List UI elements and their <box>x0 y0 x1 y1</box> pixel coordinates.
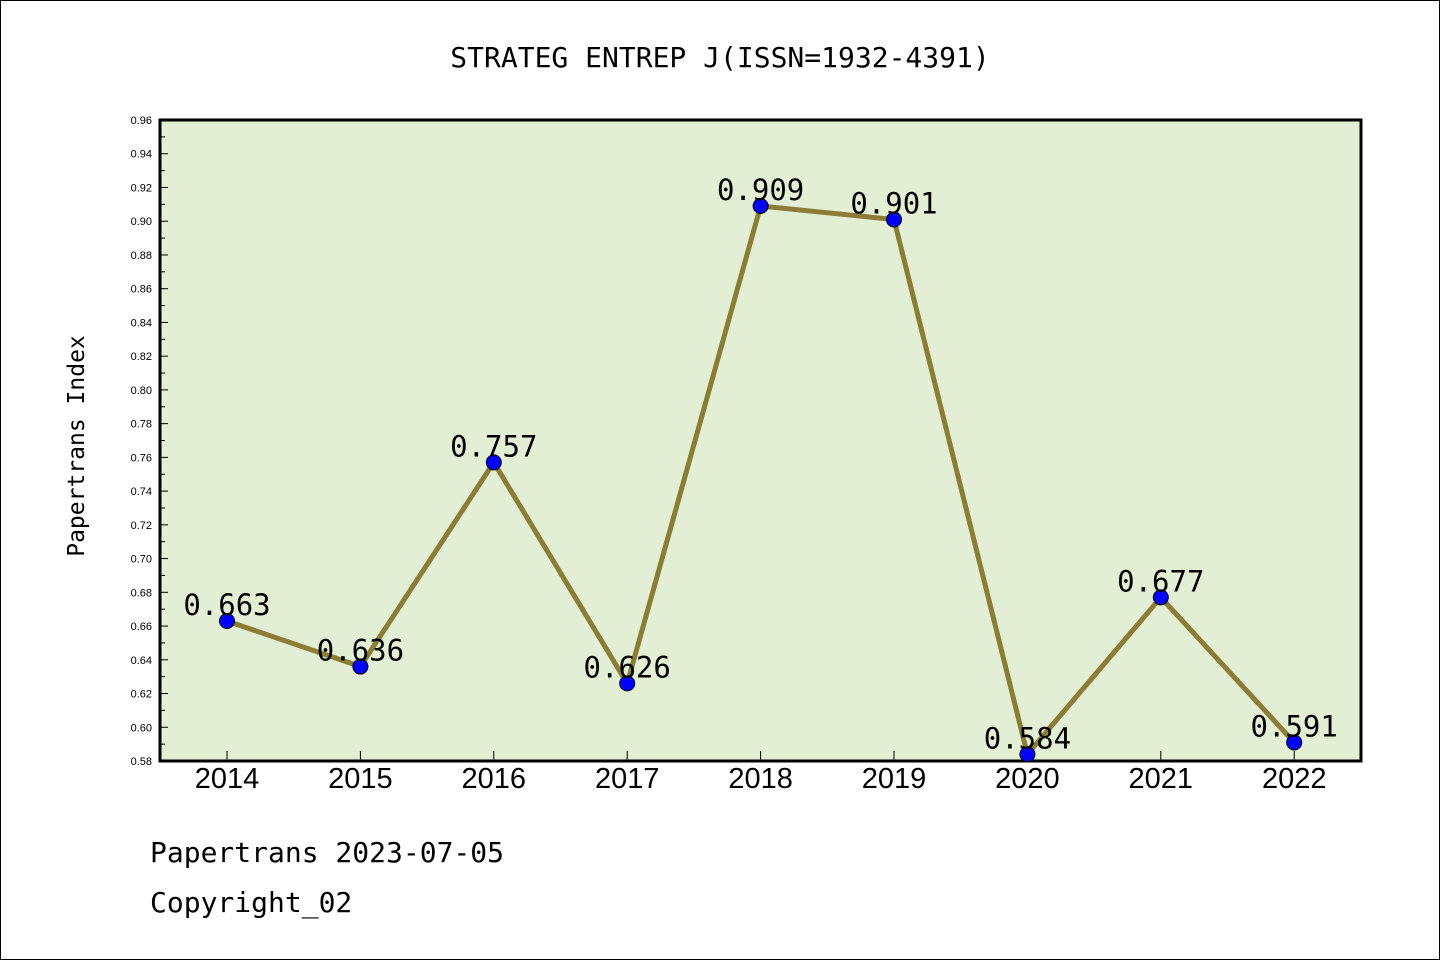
data-point-marker <box>1152 589 1169 606</box>
x-tick-label: 2022 <box>1262 763 1327 795</box>
y-tick-label: 0.64 <box>131 655 152 667</box>
data-label: 0.626 <box>584 650 671 684</box>
y-tick-label: 0.58 <box>131 756 152 768</box>
y-tick-label: 0.76 <box>131 452 152 464</box>
data-label: 0.591 <box>1251 709 1338 743</box>
y-tick-label: 0.80 <box>131 385 152 397</box>
data-label: 0.909 <box>717 173 804 207</box>
x-tick-label: 2020 <box>995 763 1060 795</box>
x-tick-label: 2019 <box>862 763 927 795</box>
footer-copyright: Copyright_02 <box>150 886 353 919</box>
data-point-marker <box>1019 746 1036 763</box>
data-point-marker <box>1286 734 1303 751</box>
plot-area <box>158 118 1363 763</box>
y-tick-label: 0.70 <box>131 554 152 566</box>
y-tick-label: 0.66 <box>131 621 152 633</box>
data-label: 0.677 <box>1117 564 1204 598</box>
data-point-marker <box>752 198 769 215</box>
y-tick-label: 0.60 <box>131 722 152 734</box>
y-tick-label: 0.94 <box>131 149 152 161</box>
x-tick-label: 2014 <box>195 763 260 795</box>
data-point-marker <box>219 612 235 629</box>
y-tick-label: 0.90 <box>131 216 152 228</box>
data-label: 0.901 <box>850 187 937 221</box>
footer-date: Papertrans 2023-07-05 <box>150 836 505 869</box>
y-tick-label: 0.74 <box>131 486 152 498</box>
data-label: 0.584 <box>984 721 1071 755</box>
x-tick-label: 2016 <box>462 763 527 795</box>
y-tick-label: 0.68 <box>131 587 152 599</box>
data-label: 0.757 <box>450 429 537 463</box>
x-tick-label: 2021 <box>1129 763 1194 795</box>
y-tick-label: 0.88 <box>131 250 152 262</box>
data-point-marker <box>619 675 636 692</box>
data-point-marker <box>352 658 369 675</box>
y-tick-label: 0.78 <box>131 419 152 431</box>
data-point-marker <box>886 211 902 228</box>
x-tick-label: 2018 <box>728 763 793 795</box>
x-tick-label: 2015 <box>328 763 393 795</box>
data-label: 0.663 <box>183 588 270 622</box>
y-axis-label: Papertrans Index <box>64 335 90 557</box>
y-tick-label: 0.96 <box>131 115 152 127</box>
data-point-marker <box>485 454 502 471</box>
y-tick-label: 0.86 <box>131 284 152 296</box>
y-tick-label: 0.72 <box>131 520 152 532</box>
y-tick-label: 0.62 <box>131 689 152 701</box>
chart-title: STRATEG ENTREP J(ISSN=1932-4391) <box>450 41 989 74</box>
x-tick-label: 2017 <box>595 763 660 795</box>
data-label: 0.636 <box>317 634 404 668</box>
y-tick-label: 0.84 <box>131 317 152 329</box>
y-tick-label: 0.82 <box>131 351 152 363</box>
y-tick-label: 0.92 <box>131 182 152 194</box>
